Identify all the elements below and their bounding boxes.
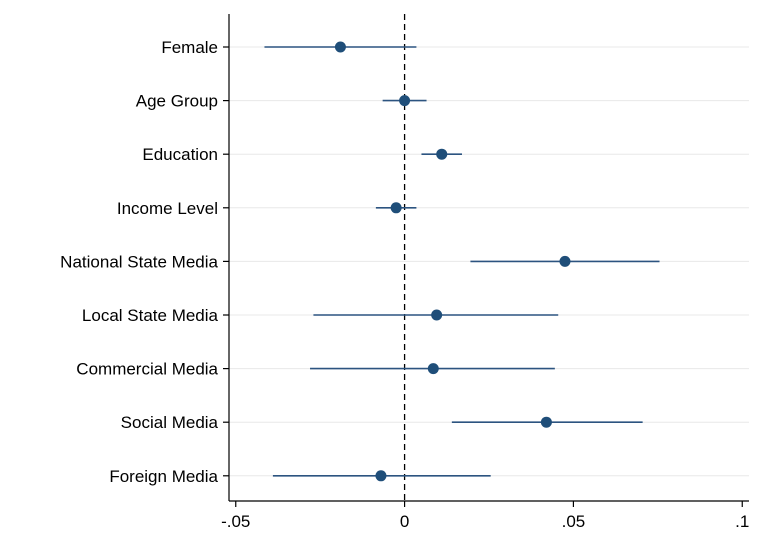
x-tick-label: .1 — [735, 512, 749, 531]
category-label: Female — [161, 38, 218, 57]
category-label: Foreign Media — [109, 467, 218, 486]
x-tick-label: 0 — [400, 512, 409, 531]
category-label: Income Level — [117, 199, 218, 218]
point-estimate — [436, 148, 448, 160]
category-label: Local State Media — [82, 306, 219, 325]
category-labels: Female Age Group Education Income Level Nati… — [60, 38, 218, 486]
point-estimate — [375, 470, 387, 482]
category-label: Education — [142, 145, 218, 164]
axes: -.05 0 .05 .1 — [221, 14, 749, 531]
category-label: Social Media — [121, 413, 219, 432]
point-estimate — [427, 363, 439, 375]
point-estimate — [559, 255, 571, 267]
point-estimate — [390, 202, 402, 214]
x-tick-label: -.05 — [221, 512, 250, 531]
category-label: Commercial Media — [76, 360, 218, 379]
point-estimates — [334, 41, 571, 482]
point-estimate — [540, 416, 552, 428]
point-estimate — [431, 309, 443, 321]
point-estimate — [399, 95, 411, 107]
x-tick-label: .05 — [562, 512, 586, 531]
point-estimate — [334, 41, 346, 53]
category-label: National State Media — [60, 252, 218, 271]
category-label: Age Group — [136, 92, 218, 111]
